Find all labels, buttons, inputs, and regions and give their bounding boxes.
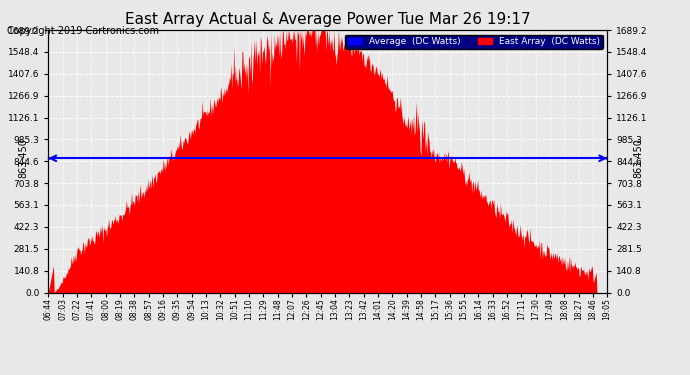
Legend: Average  (DC Watts), East Array  (DC Watts): Average (DC Watts), East Array (DC Watts… [345,34,602,49]
Text: Copyright 2019 Cartronics.com: Copyright 2019 Cartronics.com [7,26,159,36]
Text: 863.450: 863.450 [633,138,643,178]
Title: East Array Actual & Average Power Tue Mar 26 19:17: East Array Actual & Average Power Tue Ma… [125,12,531,27]
Text: 863.450: 863.450 [18,138,28,178]
